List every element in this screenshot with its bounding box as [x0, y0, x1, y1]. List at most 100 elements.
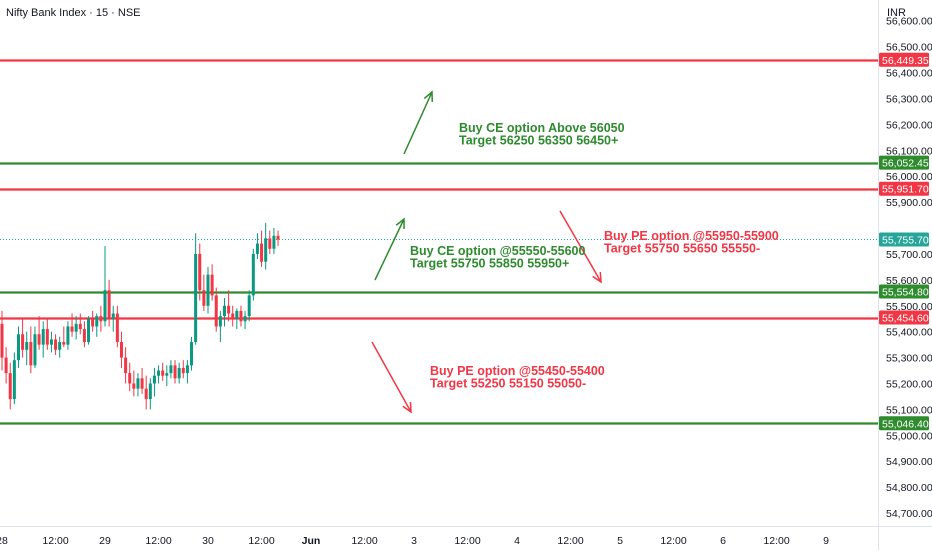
candle[interactable]	[29, 326, 33, 374]
candle[interactable]	[119, 331, 123, 368]
candle[interactable]	[128, 362, 132, 392]
arrow-shaft	[403, 91, 433, 155]
price-axis[interactable]: 56,600.00 56,500.00 56,400.00 56,300.00 56,2…	[886, 16, 932, 520]
candle[interactable]	[210, 264, 214, 301]
candle[interactable]	[124, 347, 128, 384]
x-tick-label: 28	[0, 535, 8, 547]
candle[interactable]	[16, 326, 20, 368]
candle[interactable]	[107, 279, 111, 327]
price-tag-box	[879, 181, 929, 196]
candle[interactable]	[264, 222, 268, 270]
candle[interactable]	[62, 326, 66, 348]
candle[interactable]	[260, 230, 264, 267]
candle[interactable]	[148, 378, 152, 410]
candle[interactable]	[276, 230, 280, 247]
candle[interactable]	[87, 316, 91, 345]
candle[interactable]	[4, 347, 8, 384]
candle[interactable]	[41, 321, 45, 358]
candle[interactable]	[222, 297, 226, 327]
candle[interactable]	[152, 367, 156, 397]
candlestick-series[interactable]	[0, 222, 280, 410]
candle[interactable]	[144, 375, 148, 410]
candle-body	[260, 243, 264, 262]
candle[interactable]	[111, 305, 115, 332]
candle[interactable]	[45, 318, 49, 350]
candle[interactable]	[173, 360, 177, 384]
candle[interactable]	[239, 305, 243, 327]
candle[interactable]	[66, 321, 70, 350]
y-tick-label: 54,800.00	[886, 482, 932, 494]
candle[interactable]	[157, 365, 161, 384]
candle-body	[49, 339, 53, 345]
candle[interactable]	[33, 326, 37, 368]
candle-body	[255, 243, 259, 254]
candle-body	[190, 342, 194, 366]
candle[interactable]	[54, 334, 58, 355]
candle[interactable]	[37, 316, 41, 350]
candle[interactable]	[268, 230, 272, 254]
candle-body	[243, 316, 247, 322]
candle-body	[12, 360, 16, 400]
candle-body	[222, 305, 226, 317]
candle[interactable]	[255, 233, 259, 260]
candle[interactable]	[49, 331, 53, 353]
candle[interactable]	[227, 290, 231, 322]
candle-body	[62, 342, 66, 345]
price-tag-box	[879, 284, 929, 299]
candle[interactable]	[161, 362, 165, 381]
candle[interactable]	[8, 362, 12, 410]
candle[interactable]	[198, 243, 202, 301]
candle[interactable]	[12, 352, 16, 405]
candle[interactable]	[247, 290, 251, 322]
time-axis[interactable]: 28 12:00 29 12:00 30 12:00 Jun 12:00 3 12:00 4 12:0…	[0, 535, 829, 547]
candle[interactable]	[214, 287, 218, 332]
candle[interactable]	[132, 370, 136, 397]
candle[interactable]	[78, 313, 82, 335]
candle[interactable]	[235, 308, 239, 330]
candle[interactable]	[165, 365, 169, 387]
candle[interactable]	[103, 246, 107, 327]
candle[interactable]	[218, 310, 222, 343]
candle[interactable]	[82, 321, 86, 348]
candle[interactable]	[272, 228, 276, 254]
candle[interactable]	[185, 360, 189, 384]
candle[interactable]	[115, 305, 119, 348]
candle[interactable]	[74, 316, 78, 340]
candle[interactable]	[91, 310, 95, 332]
y-tick-label: 56,600.00	[886, 16, 932, 28]
candle-body	[198, 253, 202, 291]
candle[interactable]	[70, 313, 74, 337]
candle[interactable]	[95, 313, 99, 337]
candle[interactable]	[251, 248, 255, 301]
candle[interactable]	[25, 331, 29, 366]
price-tag-label: 55,755.70	[882, 234, 929, 246]
x-tick-label: 12:00	[42, 535, 68, 547]
candle[interactable]	[169, 360, 173, 379]
price-tag-box	[879, 52, 929, 67]
price-tag-label: 55,554.80	[882, 287, 929, 299]
candle[interactable]	[136, 373, 140, 397]
candle[interactable]	[0, 310, 4, 371]
candle[interactable]	[231, 305, 235, 327]
candle[interactable]	[194, 233, 198, 345]
candle[interactable]	[21, 318, 25, 358]
candle-body	[45, 329, 49, 345]
y-tick-label: 56,100.00	[886, 145, 932, 157]
candle-body	[194, 253, 198, 343]
x-tick-label: 5	[617, 535, 623, 547]
candle[interactable]	[206, 266, 210, 314]
candle[interactable]	[202, 274, 206, 311]
candle[interactable]	[243, 310, 247, 330]
candle[interactable]	[140, 367, 144, 394]
candle[interactable]	[190, 336, 194, 371]
candle[interactable]	[58, 336, 62, 358]
candle[interactable]	[177, 362, 181, 384]
candle[interactable]	[99, 305, 103, 332]
candle[interactable]	[181, 360, 185, 379]
